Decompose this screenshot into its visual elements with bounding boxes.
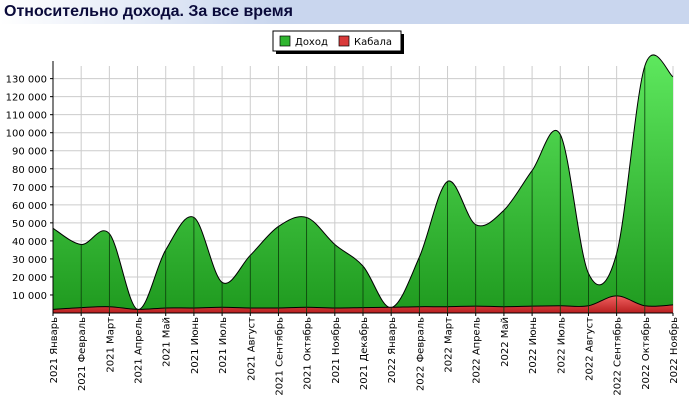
legend-swatch-debt [338, 35, 350, 47]
income-area-chart: 10 000 20 000 30 000 40 000 50 000 60 000 70 0… [6, 30, 680, 396]
x-tick-label: 2022 Май [500, 317, 511, 367]
x-tick-label: 2021 Январь [49, 317, 60, 383]
x-tick-label: 2022 Октябрь [641, 317, 652, 390]
x-tick-label: 2021 Ноябрь [331, 317, 342, 384]
y-tick-label: 60 000 [12, 201, 47, 212]
x-tick-label: 2021 Октябрь [303, 317, 314, 390]
category-dividers [80, 66, 646, 313]
y-tick-label: 80 000 [12, 165, 47, 176]
legend: Доход Кабала [272, 30, 404, 54]
x-tick-label: 2022 Январь [387, 317, 398, 383]
x-tick-label: 2021 Декабрь [359, 317, 370, 390]
title-bar: Относительно дохода. За все время [0, 0, 689, 24]
legend-label-debt: Кабала [354, 37, 392, 48]
legend-box [272, 30, 402, 52]
y-tick-label: 110 000 [6, 111, 47, 122]
series-area-debt [53, 295, 673, 313]
y-tick-label: 90 000 [12, 147, 47, 158]
x-tick-label: 2021 Июнь [190, 317, 201, 374]
x-tick-label: 2022 Август [584, 317, 595, 381]
x-tick-label: 2021 Июль [218, 317, 229, 374]
x-tick-label: 2021 Апрель [134, 317, 145, 384]
x-tick-label: 2021 Май [162, 317, 173, 367]
x-tick-label: 2021 Февраль [77, 317, 88, 391]
y-tick-label: 70 000 [12, 183, 47, 194]
x-tick-label: 2022 Июль [556, 317, 567, 374]
y-tick-label: 130 000 [6, 75, 47, 86]
y-tick-label: 20 000 [12, 273, 47, 284]
y-tick-label: 50 000 [12, 219, 47, 230]
x-tick-label: 2022 Июнь [528, 317, 539, 374]
x-tick-label: 2022 Март [444, 317, 455, 373]
legend-label-income: Доход [295, 37, 328, 48]
axes: 10 000 20 000 30 000 40 000 50 000 60 000 70 0… [6, 61, 680, 396]
x-tick-label: 2022 Ноябрь [669, 317, 680, 384]
y-tick-label: 120 000 [6, 93, 47, 104]
x-tick-label: 2021 Август [246, 317, 257, 381]
y-tick-label: 40 000 [12, 237, 47, 248]
x-tick-label: 2021 Март [105, 317, 116, 373]
legend-swatch-income [279, 35, 291, 47]
x-tick-label: 2021 Сентябрь [274, 317, 285, 396]
y-tick-label: 10 000 [12, 291, 47, 302]
page-title: Относительно дохода. За все время [4, 3, 293, 20]
series-area-income [53, 54, 673, 313]
x-tick-label: 2022 Апрель [472, 317, 483, 384]
y-tick-label: 100 000 [6, 129, 47, 140]
series-area-income-outline [52, 54, 674, 310]
x-tick-label: 2022 Февраль [415, 317, 426, 391]
x-tick-label: 2022 Сентябрь [613, 317, 624, 396]
y-tick-label: 30 000 [12, 255, 47, 266]
